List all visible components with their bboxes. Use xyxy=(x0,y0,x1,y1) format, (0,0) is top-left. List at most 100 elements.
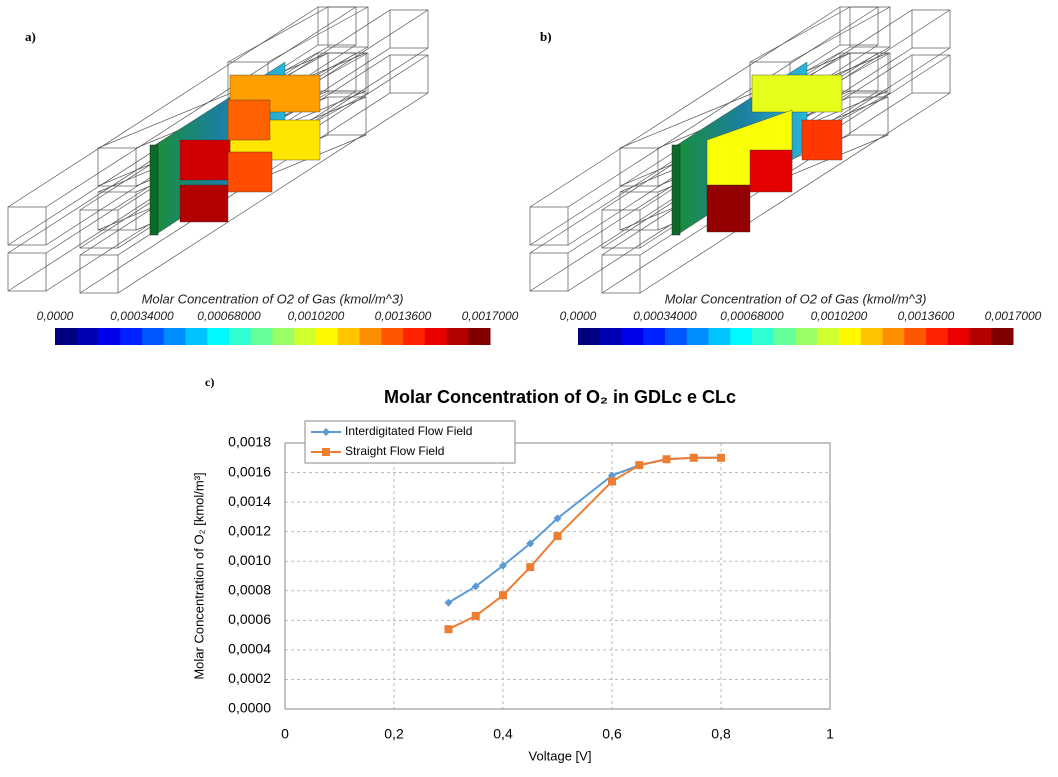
colorbar-segment xyxy=(120,328,142,345)
data-point xyxy=(445,625,453,633)
colorbar-segment xyxy=(622,328,644,345)
colorbar-segment xyxy=(883,328,905,345)
colorbar-segment xyxy=(381,328,403,345)
y-axis-label: Molar Concentration of O₂ [kmol/m³] xyxy=(191,472,206,679)
colorbar-segment xyxy=(752,328,774,345)
legend-label: Straight Flow Field xyxy=(345,444,444,458)
contour-patch xyxy=(750,150,792,192)
x-tick-label: 0,6 xyxy=(602,726,622,742)
contour-patch xyxy=(802,120,842,160)
rendering xyxy=(530,7,950,293)
colorbar-segment xyxy=(186,328,208,345)
box-face xyxy=(602,210,640,248)
box-face xyxy=(80,255,118,293)
box-face xyxy=(8,207,46,245)
x-tick-label: 0,4 xyxy=(493,726,513,742)
colorbar-tick-label: 0,0017000 xyxy=(462,309,519,323)
box-face xyxy=(850,7,890,47)
colorbar-segment xyxy=(926,328,948,345)
box-face xyxy=(912,55,950,93)
colorbar-segment xyxy=(207,328,229,345)
legend-label: Interdigitated Flow Field xyxy=(345,424,472,438)
x-tick-label: 1 xyxy=(826,726,834,742)
colorbar-segment xyxy=(774,328,796,345)
y-tick-label: 0,0006 xyxy=(228,611,271,627)
colorbar-segment xyxy=(142,328,164,345)
box-face xyxy=(602,255,640,293)
data-point xyxy=(472,612,480,620)
panel-label: a) xyxy=(25,29,36,44)
box-face xyxy=(318,53,356,91)
plate-edge xyxy=(150,145,158,235)
box-face xyxy=(318,7,356,45)
colorbar-segment xyxy=(991,328,1013,345)
series-line xyxy=(449,458,722,603)
colorbar-segment xyxy=(164,328,186,345)
x-tick-label: 0,2 xyxy=(384,726,404,742)
x-tick-label: 0,8 xyxy=(711,726,731,742)
colorbar-segment xyxy=(425,328,447,345)
box-face xyxy=(390,10,428,48)
colorbar-segment xyxy=(468,328,490,345)
y-tick-label: 0,0002 xyxy=(228,670,271,686)
colorbar-tick-label: 0,00034000 xyxy=(110,309,174,323)
series-line xyxy=(449,458,722,629)
colorbar-segment xyxy=(643,328,665,345)
y-tick-label: 0,0000 xyxy=(228,700,271,716)
data-point xyxy=(554,532,562,540)
data-point xyxy=(663,455,671,463)
colorbar-segment xyxy=(273,328,295,345)
colorbar-tick-label: 0,0013600 xyxy=(898,309,955,323)
contour-patch xyxy=(228,152,272,192)
colorbar-segment xyxy=(447,328,469,345)
box-face xyxy=(840,7,878,45)
colorbar-tick-label: 0,0010200 xyxy=(288,309,345,323)
colorbar-segment xyxy=(687,328,709,345)
colorbar-segment xyxy=(578,328,600,345)
data-point xyxy=(499,591,507,599)
plot-frame xyxy=(285,443,830,709)
colorbar-segment xyxy=(709,328,731,345)
colorbar-tick-label: 0,0000 xyxy=(37,309,74,323)
box-face xyxy=(912,10,950,48)
box-face xyxy=(8,253,46,291)
colorbar-tick-label: 0,00068000 xyxy=(197,309,261,323)
colorbar-segment xyxy=(730,328,752,345)
colorbar-tick-label: 0,00034000 xyxy=(633,309,697,323)
colorbar-title: Molar Concentration of O2 of Gas (kmol/m… xyxy=(142,291,404,306)
y-tick-label: 0,0012 xyxy=(228,522,271,538)
colorbar-segment xyxy=(251,328,273,345)
figure: a) Molar Concentration of O2 of Gas (kmol… xyxy=(0,0,1058,772)
colorbar-segment xyxy=(600,328,622,345)
chart-title: Molar Concentration of O₂ in GDLc e CLc xyxy=(384,387,736,407)
colorbar-segment xyxy=(817,328,839,345)
panel-label: c) xyxy=(205,375,214,389)
data-point xyxy=(717,454,725,462)
colorbar-tick-label: 0,0013600 xyxy=(375,309,432,323)
colorbar-segment xyxy=(904,328,926,345)
colorbar-segment xyxy=(360,328,382,345)
legend-marker xyxy=(322,448,330,456)
colorbar-segment xyxy=(970,328,992,345)
box-face xyxy=(390,55,428,93)
plate-edge xyxy=(672,145,680,235)
box-face xyxy=(98,148,136,186)
y-tick-label: 0,0008 xyxy=(228,581,271,597)
box-face xyxy=(80,210,118,248)
colorbar-title: Molar Concentration of O2 of Gas (kmol/m… xyxy=(665,291,927,306)
colorbar-segment xyxy=(229,328,251,345)
colorbar-segment xyxy=(338,328,360,345)
box-face xyxy=(530,207,568,245)
data-point xyxy=(635,461,643,469)
contour-patch xyxy=(707,185,750,232)
colorbar-segment xyxy=(294,328,316,345)
contour-patch xyxy=(180,185,228,222)
colorbar-segment xyxy=(948,328,970,345)
colorbar-segment xyxy=(839,328,861,345)
contour-patch xyxy=(180,140,230,180)
colorbar-segment xyxy=(665,328,687,345)
y-tick-label: 0,0014 xyxy=(228,493,271,509)
data-point xyxy=(690,454,698,462)
box-face xyxy=(840,53,878,91)
data-point xyxy=(526,563,534,571)
